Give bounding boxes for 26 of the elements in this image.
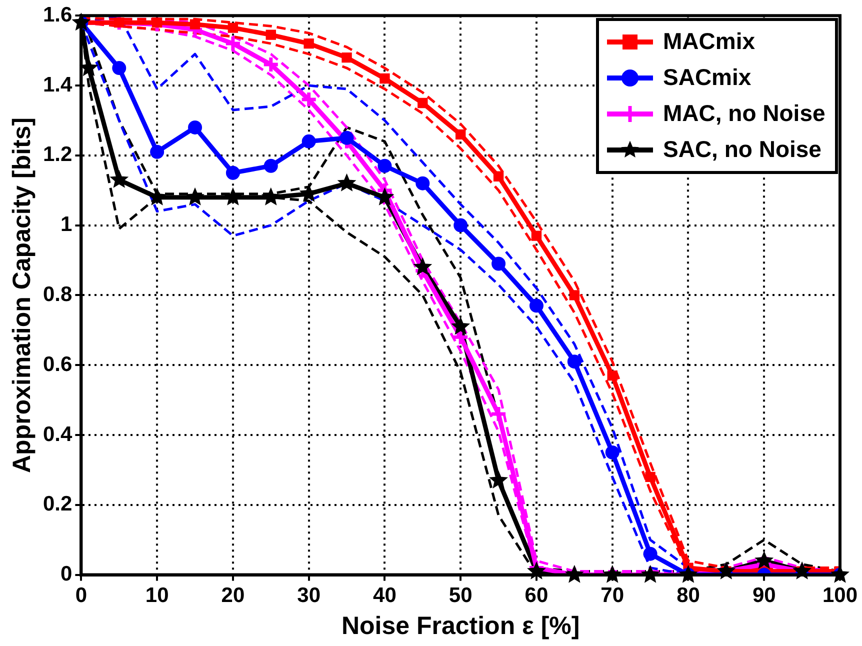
y-tick-label: 0 <box>60 562 72 586</box>
y-tick-label: 0.6 <box>42 352 72 376</box>
y-tick-label: 0.8 <box>42 282 73 306</box>
y-tick-label: 1.2 <box>42 143 72 166</box>
x-tick-label: 10 <box>145 584 169 608</box>
x-tick-label: 20 <box>221 584 245 608</box>
x-tick-label: 0 <box>75 584 88 608</box>
legend-label: SAC, no Noise <box>663 136 822 164</box>
y-tick-label: 1.4 <box>42 73 73 96</box>
x-tick-label: 80 <box>676 584 700 608</box>
x-tick-label: 60 <box>524 584 548 608</box>
y-tick-label: 0.4 <box>42 422 73 446</box>
legend-label: MACmix <box>663 28 756 56</box>
x-axis-title: Noise Fraction ε [%] <box>341 612 580 640</box>
legend-label: MAC, no Noise <box>663 100 826 128</box>
x-tick-label: 70 <box>600 584 624 608</box>
x-tick-label: 30 <box>297 584 321 608</box>
x-tick-label: 90 <box>752 584 776 608</box>
x-tick-label: 40 <box>373 584 396 608</box>
x-tick-label: 100 <box>822 584 858 608</box>
y-tick-label: 1 <box>60 213 73 236</box>
x-tick-label: 50 <box>448 584 472 608</box>
y-axis-title: Approximation Capacity [bits] <box>8 117 36 473</box>
legend-label: SACmix <box>663 64 752 92</box>
y-tick-label: 0.2 <box>42 492 72 516</box>
y-tick-label: 1.6 <box>42 3 72 26</box>
